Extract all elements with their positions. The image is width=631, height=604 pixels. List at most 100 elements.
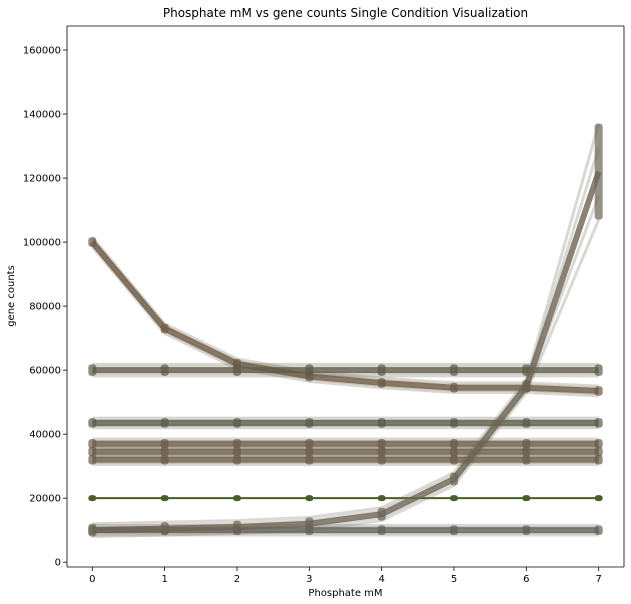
series-7-point [450,525,459,535]
y-tick-label: 120000 [23,174,61,185]
series-1-point [232,364,241,376]
series-5-point [305,454,314,465]
series-7-point [377,525,386,535]
series-2-point [377,418,386,428]
series-6-point [160,495,169,502]
series-4-point [522,446,531,457]
x-tick-label: 5 [451,574,457,585]
series-0-point [88,237,97,247]
y-tick-label: 40000 [29,430,61,441]
series-0-point [450,382,459,393]
series-7-point [594,525,603,535]
x-tick-label: 4 [378,574,384,585]
series-3 [88,437,603,451]
series-3-point [88,438,97,449]
y-tick-label: 0 [55,558,61,569]
series-1-point [377,364,386,376]
series-6 [88,495,603,502]
series-5 [88,453,603,467]
series-8-point [377,507,386,521]
series-0-line [90,240,599,394]
series-1-point [160,364,169,376]
series-8-point [594,123,603,220]
x-tick-label: 6 [523,574,529,585]
series-5-point [377,454,386,465]
series-6-point [88,495,97,502]
series-4-point [160,446,169,457]
series-7-point [522,525,531,535]
x-axis-label: Phosphate mM [308,588,382,599]
series-5-point [522,454,531,465]
x-tick-label: 2 [234,574,240,585]
series-5-point [232,454,241,465]
y-tick-label: 140000 [23,110,61,121]
series-1-point [594,364,603,376]
series-1 [88,362,603,378]
series-0-point [377,378,386,388]
y-tick-label: 160000 [23,46,61,57]
series-5-point [88,454,97,465]
x-tick-label: 3 [306,574,312,585]
series-8 [88,123,603,539]
series-5-point [594,454,603,465]
series-8-point [305,517,314,531]
plot-area [88,123,603,539]
series-4-point [232,446,241,457]
series-2-point [232,418,241,428]
x-tick-label: 7 [595,574,601,585]
series-6-point [377,495,386,502]
series-3-point [522,438,531,449]
x-tick-label: 1 [161,574,167,585]
series-5-point [450,454,459,465]
series-8-point [232,520,241,534]
series-3-point [450,438,459,449]
series-6-point [450,495,459,502]
series-8-point [450,472,459,486]
series-4-point [450,446,459,457]
series-2-point [450,418,459,428]
series-3-point [594,438,603,449]
series-6-point [594,495,603,502]
series-8-spread-line [92,219,601,539]
series-6-point [232,495,241,502]
series-3-point [160,438,169,449]
y-tick-label: 80000 [29,302,61,313]
axes: 0 1 2 3 4 5 6 7 0 20000 40000 60000 80000 100000 12000… [23,25,625,585]
series-2-point [160,418,169,428]
series-0 [88,236,603,398]
series-8-point [88,523,97,537]
series-8-spread-line [92,123,601,526]
series-3-point [377,438,386,449]
y-tick-label: 20000 [29,494,61,505]
x-tick-label: 0 [89,574,95,585]
series-2-point [305,418,314,428]
series-0-spread-line [91,245,599,398]
series-4-point [88,446,97,457]
y-axis-label: gene counts [6,265,17,327]
series-3-point [232,438,241,449]
series-5-point [160,454,169,465]
series-0-spread-line [91,236,599,388]
y-tick-label: 60000 [29,366,61,377]
series-8-point [160,522,169,535]
series-0-point [160,323,169,334]
chart-title: Phosphate mM vs gene counts Single Condi… [163,6,528,20]
series-8-line [92,170,602,534]
series-8-point [522,379,531,393]
series-0-point [594,386,603,396]
series-1-point [88,364,97,376]
series-6-point [522,495,531,502]
series-3-point [305,438,314,449]
series-1-point [305,364,314,376]
series-2 [88,416,603,430]
series-6-point [305,495,314,502]
series-2-point [88,418,97,428]
series-2-point [594,418,603,428]
series-4-point [305,446,314,457]
series-2-point [522,418,531,428]
series-4-point [594,446,603,457]
y-tick-label: 100000 [23,238,61,249]
